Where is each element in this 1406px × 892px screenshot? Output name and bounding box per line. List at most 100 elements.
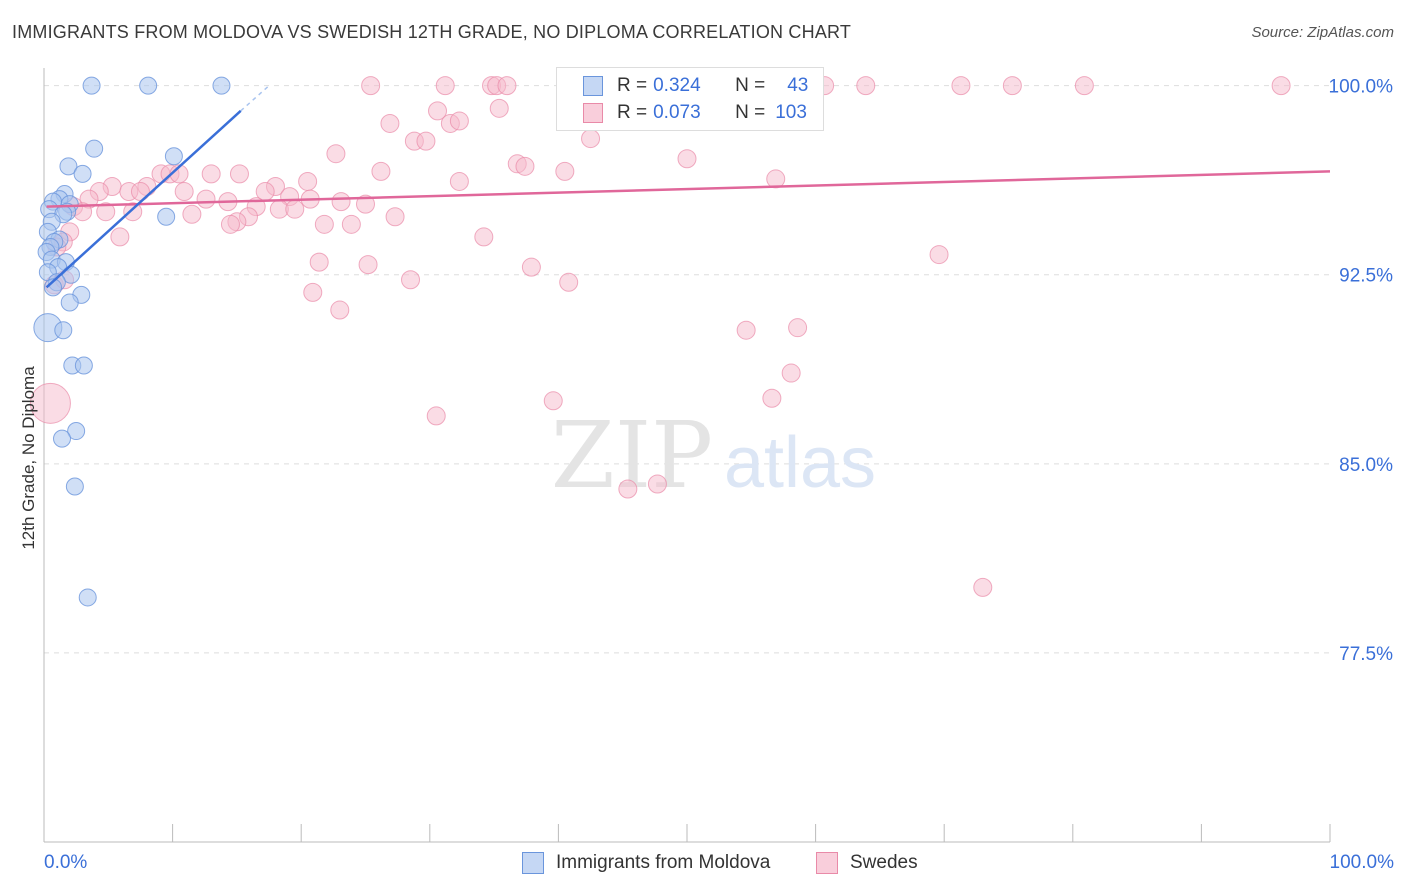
legend-swatch-blue [522,852,544,874]
legend-n-key: N = [735,75,766,96]
swedes-point [428,101,448,121]
legend-swatch-blue [583,76,603,96]
moldova-point [74,356,93,375]
swedes-point [543,391,563,411]
moldova-point [82,76,101,95]
moldova-trend-extension [240,85,270,112]
y-axis-label: 12th Grade, No Diploma [19,366,38,550]
moldova-point [85,139,104,158]
swedes-point [766,169,786,189]
swedes-point [123,202,143,222]
legend-row-swedes: R = 0.073 N = 103 [557,100,807,126]
y-tick-label: 77.5% [1339,644,1393,665]
swedes-point [285,199,305,219]
swedes-point [174,182,194,202]
swedes-point [96,202,116,222]
swedes-point [521,257,541,277]
swedes-point [581,129,601,149]
y-tick-label: 85.0% [1339,455,1393,476]
swedes-point [326,144,346,164]
swedes-point [489,98,509,118]
legend-item-swedes[interactable]: Swedes [816,852,918,874]
swedes-point [201,164,221,184]
swedes-point [647,474,667,494]
moldova-point [139,76,158,95]
swedes-point [677,149,697,169]
swedes-point [314,214,334,234]
moldova-point [164,147,183,166]
swedes-point [449,171,469,191]
swedes-point [358,255,378,275]
legend-item-moldova[interactable]: Immigrants from Moldova [522,852,770,874]
legend-swatch-pink [583,103,603,123]
swedes-point [298,171,318,191]
swedes-point [497,76,517,96]
legend-n-value: 43 [787,75,809,96]
legend-n-value: 103 [775,102,807,123]
swedes-point [736,320,756,340]
swedes-point [435,76,455,96]
swedes-point [973,577,993,597]
moldova-point [54,321,73,340]
chart-title: IMMIGRANTS FROM MOLDOVA VS SWEDISH 12TH … [12,22,852,42]
swedes-point [401,270,421,290]
trend-lines [45,85,1331,289]
axes [43,68,1331,843]
swedes-trend-line [46,170,1331,208]
swedes-point [196,189,216,209]
legend-r-key: R = [617,75,648,96]
y-tick-label: 92.5% [1339,266,1393,287]
legend-n-key: N = [735,102,766,123]
moldova-point [53,429,72,448]
moldova-point [59,157,78,176]
moldova-point [44,278,63,297]
swedes-point [856,76,876,96]
chart-source: Source: ZipAtlas.com [1251,24,1394,41]
swedes-point [229,164,249,184]
swedes-point [1074,76,1094,96]
swedes-point [416,131,436,151]
legend-r-key: R = [617,102,648,123]
swedes-point [309,252,329,272]
watermark: ZIP atlas [551,402,876,509]
swedes-point [951,76,971,96]
swedes-point [303,282,323,302]
moldova-point [67,422,86,441]
swedes-point [781,363,801,383]
series-legend: Immigrants from Moldova Swedes [0,852,1406,876]
swedes-point [555,161,575,181]
x-tick-label-max: 100.0% [1329,852,1394,873]
swedes-point [559,272,579,292]
swedes-point [380,113,400,133]
moldova-trend-line [45,109,242,289]
swedes-point [449,111,469,131]
swedes-point [1002,76,1022,96]
moldova-point [73,164,92,183]
x-tick-label-min: 0.0% [44,852,88,873]
watermark-atlas: atlas [724,423,876,503]
swedes-point [361,76,381,96]
legend-label-swedes: Swedes [850,852,918,873]
moldova-points [33,76,231,607]
swedes-point [341,214,361,234]
moldova-point [78,588,97,607]
legend-r-value: 0.073 [653,102,701,123]
moldova-point [60,293,79,312]
swedes-point [515,156,535,176]
legend-swatch-pink [816,852,838,874]
moldova-point [65,477,84,496]
swedes-point [788,318,808,338]
swedes-point [426,406,446,426]
swedes-point [929,245,949,265]
swedes-point [356,194,375,214]
swedes-point [474,227,494,247]
swedes-point [331,192,351,212]
swedes-point [29,382,71,424]
correlation-legend: R = 0.324 N = 43 R = 0.073 N = 103 [556,67,824,131]
swedes-points [29,76,1291,597]
swedes-point [110,227,130,247]
legend-label-moldova: Immigrants from Moldova [556,852,771,873]
swedes-point [330,300,350,320]
y-tick-label: 100.0% [1329,77,1394,98]
